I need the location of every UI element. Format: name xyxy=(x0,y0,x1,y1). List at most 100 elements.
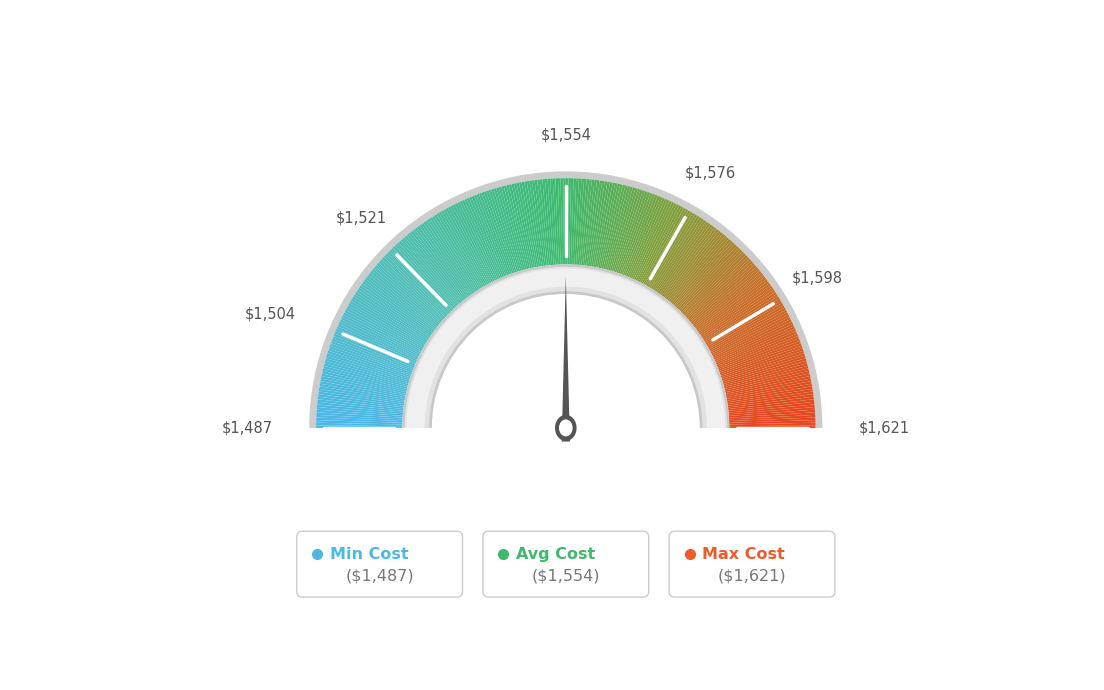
Wedge shape xyxy=(469,197,505,277)
Wedge shape xyxy=(667,233,723,301)
Wedge shape xyxy=(373,267,440,324)
Wedge shape xyxy=(709,308,786,351)
Wedge shape xyxy=(323,366,407,389)
Wedge shape xyxy=(390,250,452,313)
Text: $1,598: $1,598 xyxy=(792,270,842,285)
Wedge shape xyxy=(436,213,482,288)
Wedge shape xyxy=(319,389,404,404)
Wedge shape xyxy=(388,251,450,313)
Wedge shape xyxy=(701,288,774,337)
Wedge shape xyxy=(729,407,815,416)
Wedge shape xyxy=(440,210,486,286)
Wedge shape xyxy=(336,328,416,364)
Wedge shape xyxy=(427,219,477,292)
Wedge shape xyxy=(317,407,403,416)
Text: Avg Cost: Avg Cost xyxy=(516,547,595,562)
Wedge shape xyxy=(729,417,816,423)
Wedge shape xyxy=(671,237,729,304)
Wedge shape xyxy=(576,179,584,265)
Text: ($1,621): ($1,621) xyxy=(718,569,786,584)
Text: $1,621: $1,621 xyxy=(859,420,910,435)
Wedge shape xyxy=(486,190,516,273)
Wedge shape xyxy=(425,220,476,293)
Wedge shape xyxy=(344,310,422,352)
Wedge shape xyxy=(640,206,681,283)
Wedge shape xyxy=(318,394,404,407)
Wedge shape xyxy=(385,253,449,315)
Wedge shape xyxy=(603,185,625,269)
Wedge shape xyxy=(489,190,517,273)
Wedge shape xyxy=(339,322,418,360)
Wedge shape xyxy=(341,317,420,357)
Wedge shape xyxy=(328,351,411,379)
Wedge shape xyxy=(513,183,533,268)
Wedge shape xyxy=(372,268,439,325)
Wedge shape xyxy=(320,381,405,399)
Wedge shape xyxy=(353,294,427,342)
Wedge shape xyxy=(351,299,426,345)
Wedge shape xyxy=(723,361,807,386)
Wedge shape xyxy=(673,241,733,306)
Wedge shape xyxy=(384,255,448,316)
Wedge shape xyxy=(348,303,424,348)
Text: Min Cost: Min Cost xyxy=(330,547,408,562)
Wedge shape xyxy=(729,410,815,417)
Wedge shape xyxy=(629,197,665,278)
Wedge shape xyxy=(332,336,414,369)
Wedge shape xyxy=(352,296,427,343)
Wedge shape xyxy=(715,326,795,363)
Wedge shape xyxy=(713,319,792,358)
Wedge shape xyxy=(598,183,618,268)
Wedge shape xyxy=(455,203,495,282)
Wedge shape xyxy=(704,296,779,343)
Wedge shape xyxy=(702,290,775,339)
Wedge shape xyxy=(718,336,799,369)
Wedge shape xyxy=(593,181,611,267)
Wedge shape xyxy=(320,379,405,397)
Wedge shape xyxy=(729,404,815,414)
Wedge shape xyxy=(343,312,421,354)
Text: $1,521: $1,521 xyxy=(336,211,386,226)
Wedge shape xyxy=(357,290,429,339)
Wedge shape xyxy=(318,397,404,409)
Wedge shape xyxy=(507,185,529,269)
Wedge shape xyxy=(316,425,402,428)
Wedge shape xyxy=(316,423,402,426)
Wedge shape xyxy=(346,308,423,351)
Wedge shape xyxy=(461,199,499,279)
Wedge shape xyxy=(638,204,679,282)
Wedge shape xyxy=(714,324,794,362)
Wedge shape xyxy=(728,397,814,409)
Wedge shape xyxy=(370,270,438,326)
Wedge shape xyxy=(540,179,551,266)
Wedge shape xyxy=(729,400,814,411)
Wedge shape xyxy=(404,235,461,303)
Wedge shape xyxy=(608,187,633,270)
Wedge shape xyxy=(550,179,558,265)
Wedge shape xyxy=(586,180,599,266)
Wedge shape xyxy=(728,394,814,407)
Text: $1,487: $1,487 xyxy=(222,420,273,435)
Wedge shape xyxy=(521,181,539,267)
Wedge shape xyxy=(656,220,707,293)
Wedge shape xyxy=(464,199,501,279)
Wedge shape xyxy=(719,338,800,371)
Wedge shape xyxy=(326,356,410,382)
Wedge shape xyxy=(457,202,496,281)
Wedge shape xyxy=(423,221,474,294)
Wedge shape xyxy=(408,233,465,301)
Wedge shape xyxy=(577,179,586,265)
Wedge shape xyxy=(403,237,460,304)
Wedge shape xyxy=(321,376,406,395)
Wedge shape xyxy=(567,178,571,264)
Wedge shape xyxy=(471,196,506,277)
Wedge shape xyxy=(709,305,785,349)
Wedge shape xyxy=(713,322,793,360)
Wedge shape xyxy=(404,267,728,428)
Wedge shape xyxy=(354,292,428,340)
Wedge shape xyxy=(729,412,815,420)
Wedge shape xyxy=(630,199,668,279)
Wedge shape xyxy=(532,180,545,266)
Wedge shape xyxy=(677,244,736,308)
Wedge shape xyxy=(704,294,778,342)
